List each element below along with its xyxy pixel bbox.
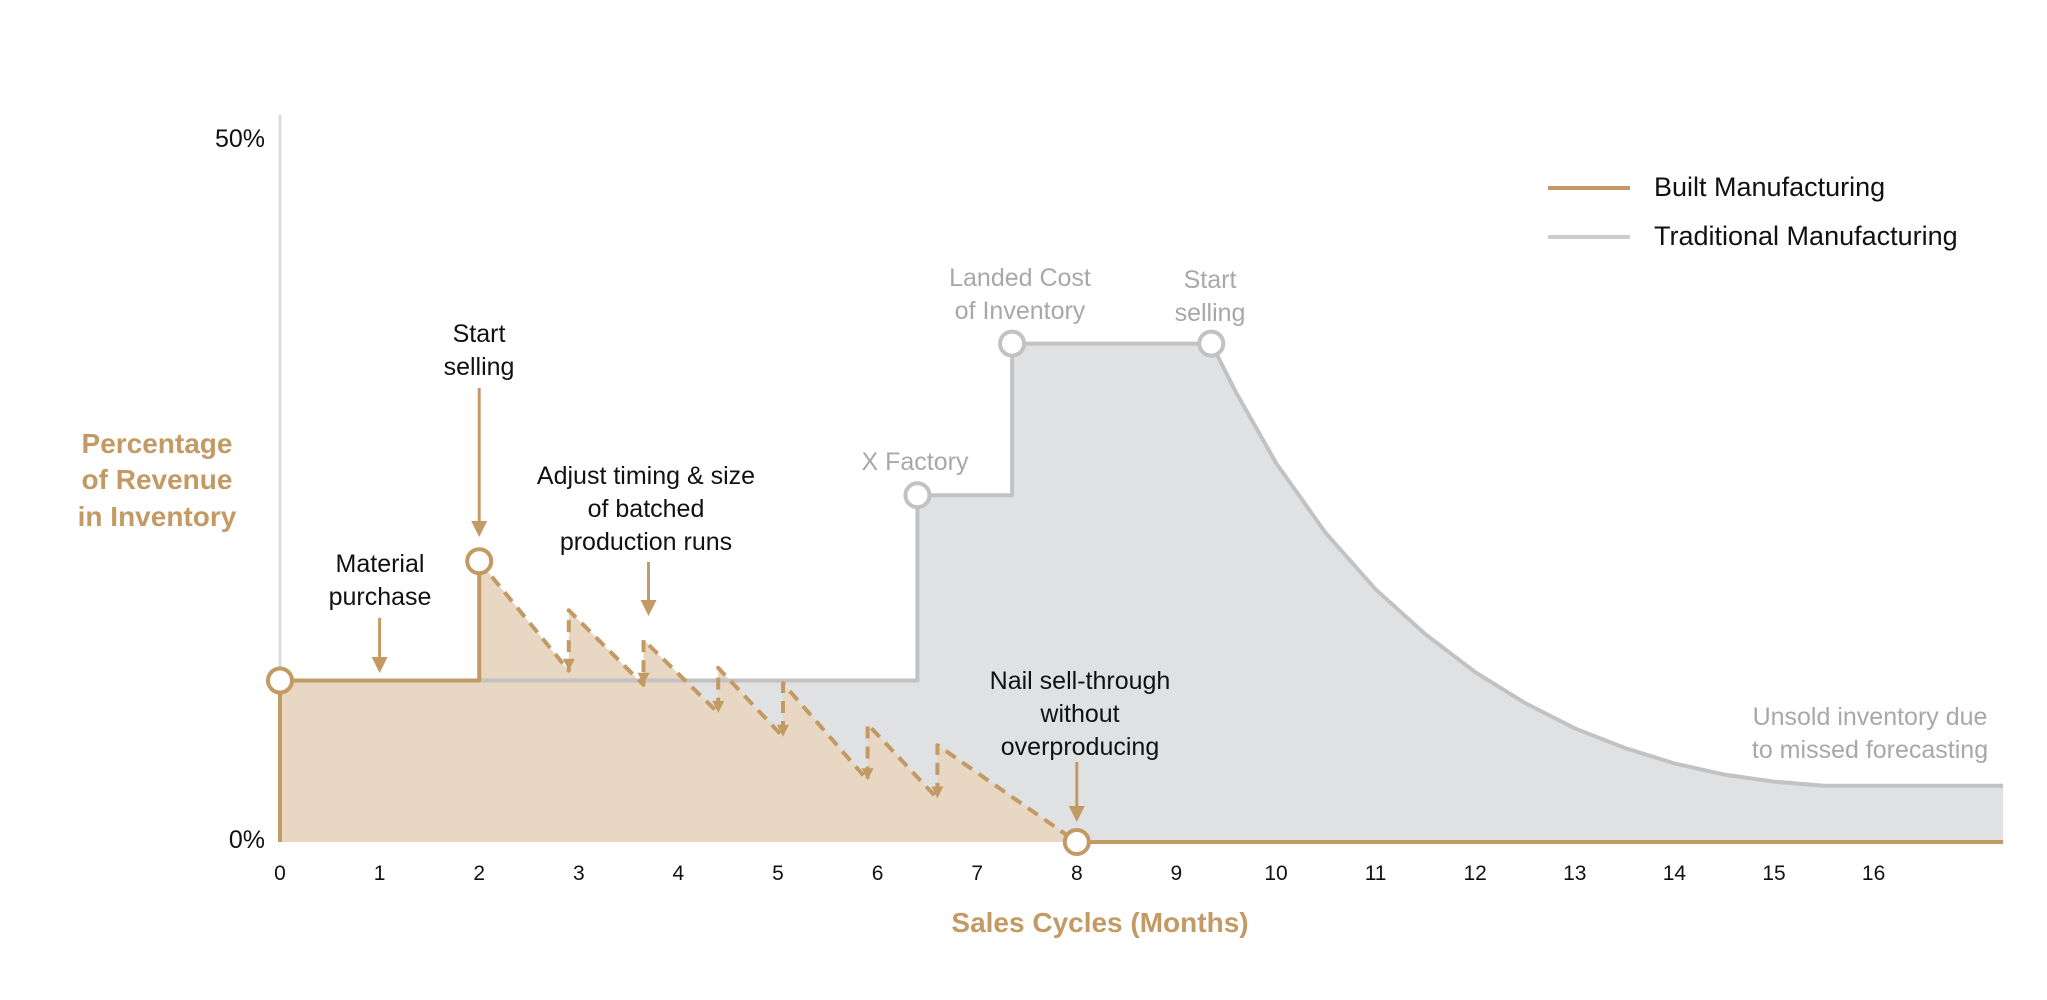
marker-layer bbox=[266, 329, 1226, 856]
traditional-line bbox=[280, 341, 2004, 788]
y-axis-title: Percentage of Revenue in Inventory bbox=[42, 426, 272, 535]
x-tick-label: 12 bbox=[1463, 862, 1487, 885]
line-layer bbox=[278, 341, 2004, 844]
arrow-nail-sell-through-head bbox=[1068, 806, 1085, 822]
annotation-line: Nail sell-through bbox=[989, 667, 1171, 695]
x-tick-label: 15 bbox=[1762, 862, 1786, 885]
x-tick-label: 0 bbox=[274, 862, 286, 885]
annotation-line: to missed forecasting bbox=[1751, 736, 1989, 764]
arrow-adjust-timing-head bbox=[640, 600, 657, 616]
y-axis-title-line: in Inventory bbox=[77, 500, 237, 532]
traditional-marker bbox=[1197, 329, 1226, 358]
sawtooth-arrowhead bbox=[776, 724, 789, 737]
annotation-x-factory: X Factory bbox=[835, 446, 995, 479]
arrow-material-purchase-head bbox=[371, 657, 388, 673]
legend-swatch-built bbox=[1548, 185, 1630, 190]
built-marker bbox=[266, 666, 294, 695]
x-tick-label: 13 bbox=[1563, 862, 1587, 885]
built-sawtooth-line bbox=[477, 559, 1078, 844]
annotation-line: Adjust timing & size bbox=[536, 462, 756, 490]
x-tick-label: 1 bbox=[373, 862, 386, 885]
traditional-marker bbox=[903, 481, 932, 510]
annotation-line: without bbox=[1040, 700, 1120, 728]
built-marker bbox=[1062, 828, 1091, 856]
annotation-landed-cost: Landed Cost of Inventory bbox=[920, 262, 1120, 328]
x-tick-label: 2 bbox=[473, 862, 486, 885]
y-axis-title-line: of Revenue bbox=[81, 464, 233, 496]
x-tick-label: 16 bbox=[1861, 862, 1886, 885]
annotation-line: Material bbox=[335, 550, 425, 578]
x-tick-label: 5 bbox=[772, 862, 784, 885]
traditional-marker bbox=[998, 329, 1027, 358]
x-tick-label: 4 bbox=[672, 862, 685, 885]
annotation-line: Start bbox=[452, 320, 506, 348]
legend-item-built: Built Manufacturing bbox=[1548, 172, 1885, 203]
y-axis-title-line: Percentage bbox=[81, 428, 233, 459]
arrow-layer bbox=[371, 388, 1085, 822]
annotation-line: of Inventory bbox=[954, 297, 1086, 325]
annotation-material-purchase: Material purchase bbox=[280, 548, 480, 614]
x-tick-label: 10 bbox=[1264, 862, 1288, 885]
annotation-line: selling bbox=[1174, 299, 1246, 327]
built-line bbox=[278, 561, 482, 842]
legend-item-traditional: Traditional Manufacturing bbox=[1548, 221, 1958, 252]
x-tick-label: 7 bbox=[971, 862, 984, 885]
arrow-start-selling-head bbox=[471, 521, 488, 537]
sawtooth-arrowhead bbox=[931, 786, 944, 799]
sawtooth-arrowhead bbox=[712, 700, 725, 713]
legend-swatch-traditional bbox=[1548, 234, 1630, 239]
legend-label: Traditional Manufacturing bbox=[1654, 221, 1958, 251]
annotation-line: selling bbox=[443, 353, 515, 381]
x-tick-label: 3 bbox=[572, 862, 585, 885]
annotation-line: purchase bbox=[328, 583, 432, 611]
annotation-nail-sell-through: Nail sell-through without overproducing bbox=[945, 665, 1215, 764]
annotation-adjust-timing: Adjust timing & size of batched producti… bbox=[496, 460, 796, 559]
sawtooth-arrowhead bbox=[637, 672, 650, 685]
annotation-line: Unsold inventory due bbox=[1752, 703, 1988, 731]
annotation-line: Start bbox=[1183, 266, 1237, 294]
annotation-line: X Factory bbox=[861, 448, 969, 476]
area-layer bbox=[280, 343, 2004, 842]
annotation-start-selling-built: Start selling bbox=[379, 318, 579, 384]
built-marker bbox=[465, 547, 494, 576]
annotation-line: production runs bbox=[559, 528, 733, 556]
annotation-unsold-inventory: Unsold inventory due to missed forecasti… bbox=[1720, 701, 2020, 767]
x-tick-label: 6 bbox=[871, 862, 884, 885]
y-tick-label: 50% bbox=[214, 125, 265, 153]
annotation-line: Landed Cost bbox=[949, 264, 1091, 292]
x-tick-label: 9 bbox=[1170, 862, 1183, 885]
annotation-line: overproducing bbox=[1000, 733, 1160, 761]
x-tick-label: 11 bbox=[1364, 862, 1387, 885]
annotation-start-selling-traditional: Start selling bbox=[1140, 264, 1280, 330]
y-tick-label: 0% bbox=[228, 826, 265, 854]
x-axis-title: Sales Cycles (Months) bbox=[951, 907, 1249, 938]
annotation-line: of batched bbox=[587, 495, 705, 523]
sawtooth-arrowhead bbox=[562, 658, 575, 671]
x-tick-label: 14 bbox=[1662, 862, 1687, 885]
legend-label: Built Manufacturing bbox=[1654, 172, 1886, 202]
x-tick-label: 8 bbox=[1070, 862, 1083, 885]
sawtooth-arrowhead bbox=[861, 768, 874, 781]
